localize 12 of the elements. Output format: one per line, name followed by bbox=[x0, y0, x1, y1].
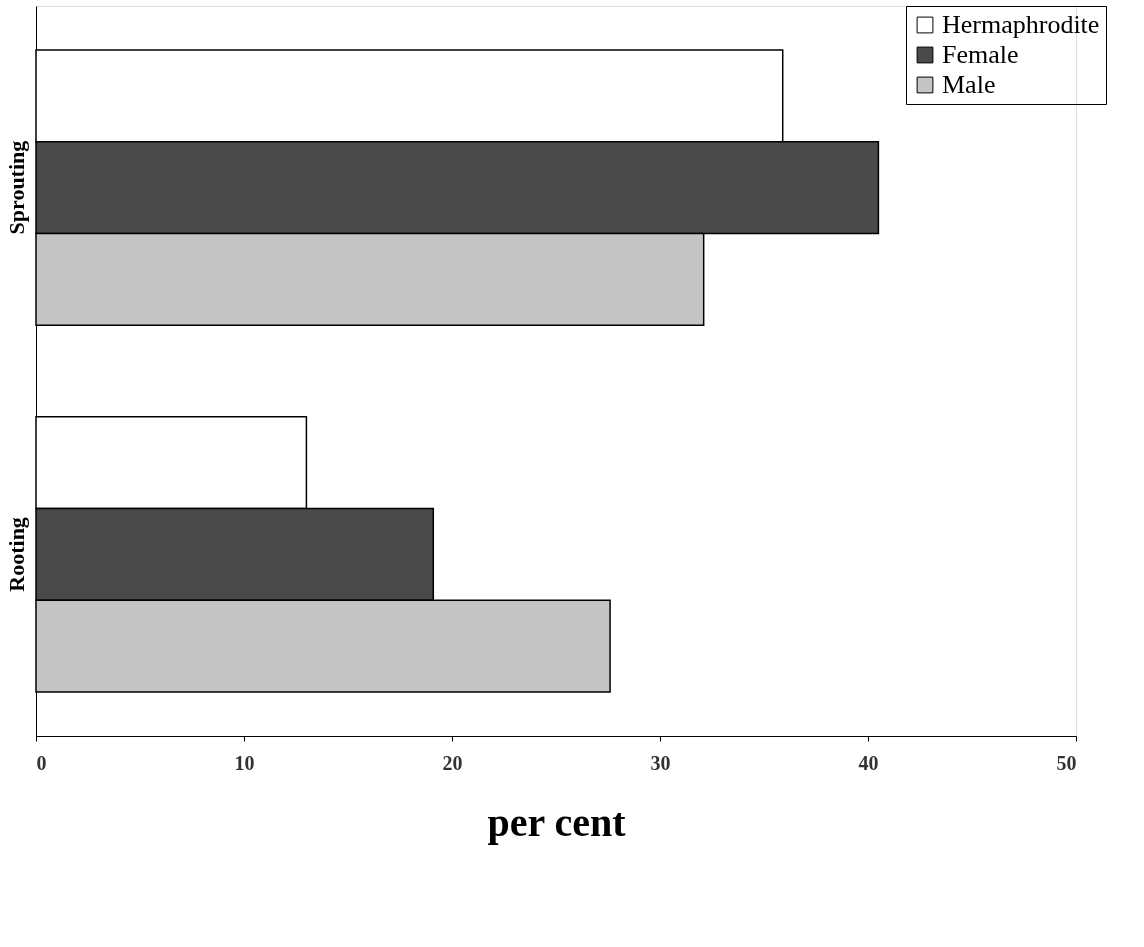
x-tick-label: 40 bbox=[858, 751, 879, 774]
y-tick-label: Sprouting bbox=[3, 140, 29, 235]
x-tick-label: 0 bbox=[36, 751, 47, 774]
legend-label: Female bbox=[942, 40, 1019, 69]
x-axis-title: per cent bbox=[487, 799, 627, 845]
legend-label: Male bbox=[942, 70, 996, 99]
x-tick-label: 20 bbox=[442, 751, 463, 774]
y-tick-label: Rooting bbox=[3, 517, 29, 592]
x-tick-label: 50 bbox=[1056, 751, 1077, 774]
legend-label: Hermaphrodite bbox=[942, 10, 1100, 39]
x-tick-label: 10 bbox=[234, 751, 255, 774]
x-tick-label: 30 bbox=[650, 751, 671, 774]
